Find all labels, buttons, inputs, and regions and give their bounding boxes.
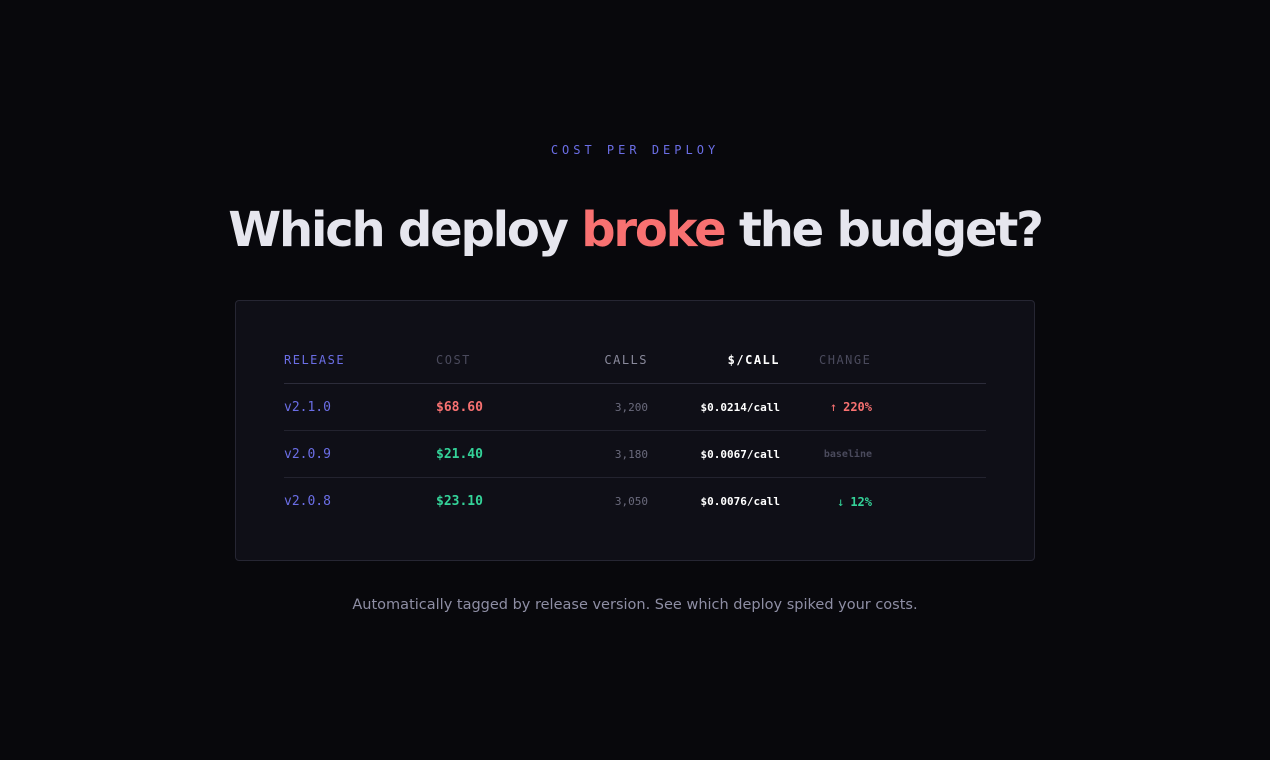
release-version: v2.0.9 [284,446,331,462]
table-header-row: RELEASE COST CALLS $/CALL CHANGE [284,337,986,384]
release-cost: $68.60 [436,399,483,415]
release-version: v2.0.8 [284,494,331,509]
arrow-down-icon: ↓ [837,494,845,509]
release-change-baseline: baseline [823,448,872,460]
header-calls: CALLS [604,353,648,367]
title-accent-word: broke [581,202,726,258]
change-value: 12% [850,494,872,509]
release-calls: 3,050 [614,495,648,508]
title-part-after: the budget? [724,202,1044,258]
table-row: v2.1.0 $68.60 3,200 $0.0214/call ↑ 220% [284,384,986,431]
release-cost-per-call: $0.0214/call [700,400,780,414]
deploy-cost-card: RELEASE COST CALLS $/CALL CHANGE v2.1.0 … [235,300,1035,561]
header-per-call: $/CALL [727,353,780,367]
release-cost: $21.40 [436,446,483,462]
header-release: RELEASE [284,353,346,367]
change-value: 220% [843,400,872,414]
page-title: Which deploy broke the budget? [0,198,1270,262]
release-cost-per-call: $0.0067/call [700,447,780,461]
header-cost: COST [436,353,471,367]
release-calls: 3,180 [614,447,648,461]
eyebrow-label: COST PER DEPLOY [550,143,720,157]
deploy-cost-table: RELEASE COST CALLS $/CALL CHANGE v2.1.0 … [284,337,986,525]
header-change: CHANGE [819,353,872,367]
release-change: ↓ 12% [819,478,872,525]
release-cost: $23.10 [436,494,483,509]
arrow-up-icon: ↑ [829,400,838,414]
release-cost-per-call: $0.0076/call [700,495,780,508]
table-row: v2.0.8 $23.10 3,050 $0.0076/call ↓ 12% [284,478,986,525]
footer-caption: Automatically tagged by release version.… [352,597,918,613]
table-row: v2.0.9 $21.40 3,180 $0.0067/call baselin… [284,431,986,478]
release-calls: 3,200 [614,400,648,414]
release-version: v2.1.0 [284,399,331,415]
title-part-before: Which deploy [228,202,582,258]
release-change: ↑ 220% [819,384,872,430]
